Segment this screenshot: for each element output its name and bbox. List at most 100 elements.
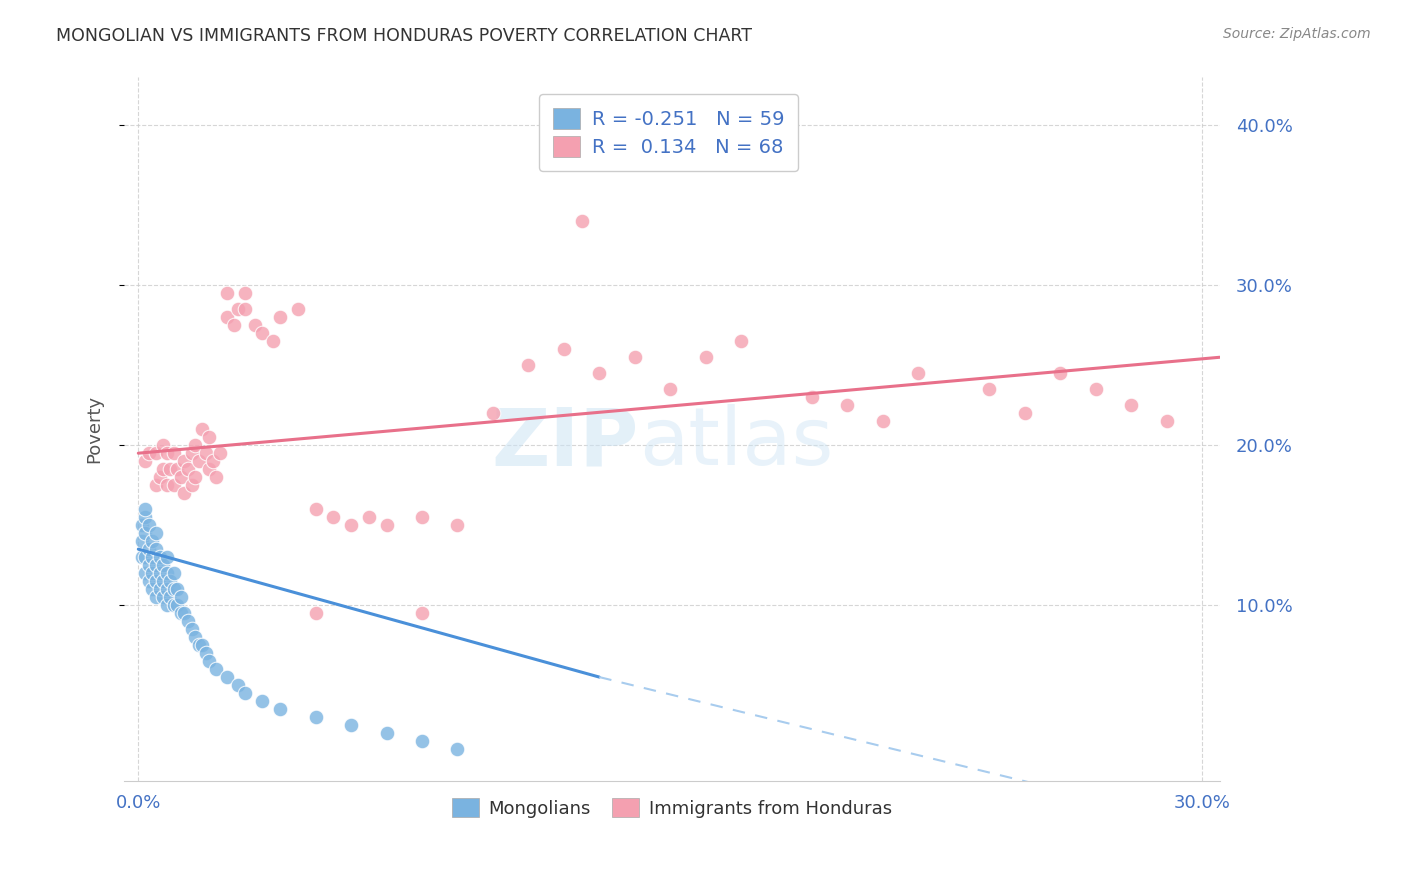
Point bbox=[1049, 366, 1071, 380]
Point bbox=[446, 742, 468, 756]
Point bbox=[184, 438, 207, 452]
Point bbox=[252, 326, 274, 341]
Point bbox=[233, 686, 256, 700]
Point bbox=[141, 534, 163, 549]
Point bbox=[138, 574, 160, 588]
Point bbox=[553, 343, 575, 357]
Point bbox=[184, 470, 207, 484]
Point bbox=[375, 518, 398, 533]
Point bbox=[166, 598, 188, 612]
Point bbox=[205, 662, 228, 676]
Point bbox=[145, 478, 167, 492]
Point bbox=[131, 518, 153, 533]
Point bbox=[623, 351, 645, 365]
Point bbox=[170, 470, 193, 484]
Point bbox=[159, 574, 181, 588]
Point bbox=[170, 590, 193, 604]
Point bbox=[180, 478, 202, 492]
Point bbox=[659, 382, 682, 396]
Point bbox=[152, 462, 174, 476]
Point bbox=[156, 598, 179, 612]
Point bbox=[145, 558, 167, 573]
Point bbox=[149, 550, 172, 565]
Point bbox=[145, 590, 167, 604]
Point bbox=[187, 638, 209, 652]
Point bbox=[177, 614, 200, 628]
Point bbox=[145, 542, 167, 557]
Point bbox=[304, 606, 326, 620]
Point bbox=[145, 446, 167, 460]
Point bbox=[145, 526, 167, 541]
Point bbox=[163, 598, 186, 612]
Point bbox=[159, 590, 181, 604]
Point bbox=[411, 510, 433, 524]
Point bbox=[233, 286, 256, 301]
Point bbox=[304, 710, 326, 724]
Point bbox=[872, 414, 894, 428]
Point bbox=[588, 366, 610, 380]
Point bbox=[446, 518, 468, 533]
Point bbox=[837, 398, 859, 412]
Point bbox=[149, 470, 172, 484]
Point bbox=[287, 302, 309, 317]
Point bbox=[194, 646, 217, 660]
Point bbox=[134, 510, 156, 524]
Point bbox=[163, 478, 186, 492]
Point bbox=[156, 446, 179, 460]
Point bbox=[907, 366, 929, 380]
Point bbox=[156, 566, 179, 581]
Point bbox=[134, 550, 156, 565]
Point bbox=[173, 454, 195, 468]
Point bbox=[695, 351, 717, 365]
Point bbox=[131, 534, 153, 549]
Point bbox=[141, 550, 163, 565]
Point bbox=[205, 470, 228, 484]
Legend: Mongolians, Immigrants from Honduras: Mongolians, Immigrants from Honduras bbox=[446, 790, 898, 825]
Point bbox=[141, 582, 163, 596]
Point bbox=[1156, 414, 1178, 428]
Point bbox=[201, 454, 224, 468]
Point bbox=[233, 302, 256, 317]
Point bbox=[131, 550, 153, 565]
Point bbox=[138, 542, 160, 557]
Point bbox=[170, 606, 193, 620]
Point bbox=[1014, 406, 1036, 420]
Point bbox=[357, 510, 380, 524]
Point bbox=[152, 558, 174, 573]
Point bbox=[152, 574, 174, 588]
Point bbox=[375, 726, 398, 740]
Point bbox=[141, 566, 163, 581]
Point bbox=[215, 310, 238, 325]
Point bbox=[149, 566, 172, 581]
Point bbox=[163, 582, 186, 596]
Point bbox=[163, 446, 186, 460]
Point bbox=[198, 654, 221, 668]
Point bbox=[730, 334, 752, 349]
Point bbox=[152, 438, 174, 452]
Point bbox=[269, 310, 291, 325]
Point bbox=[166, 582, 188, 596]
Point bbox=[138, 558, 160, 573]
Text: ZIP: ZIP bbox=[492, 404, 640, 483]
Point bbox=[187, 454, 209, 468]
Point bbox=[340, 718, 363, 732]
Point bbox=[222, 318, 245, 333]
Point bbox=[340, 518, 363, 533]
Point bbox=[149, 582, 172, 596]
Point bbox=[138, 446, 160, 460]
Point bbox=[482, 406, 505, 420]
Point bbox=[191, 422, 214, 436]
Point bbox=[145, 574, 167, 588]
Point bbox=[177, 462, 200, 476]
Point bbox=[979, 382, 1001, 396]
Point bbox=[152, 590, 174, 604]
Point bbox=[156, 478, 179, 492]
Point bbox=[322, 510, 344, 524]
Point bbox=[191, 638, 214, 652]
Point bbox=[208, 446, 231, 460]
Point bbox=[1119, 398, 1142, 412]
Point bbox=[134, 526, 156, 541]
Point bbox=[163, 566, 186, 581]
Text: MONGOLIAN VS IMMIGRANTS FROM HONDURAS POVERTY CORRELATION CHART: MONGOLIAN VS IMMIGRANTS FROM HONDURAS PO… bbox=[56, 27, 752, 45]
Point bbox=[173, 606, 195, 620]
